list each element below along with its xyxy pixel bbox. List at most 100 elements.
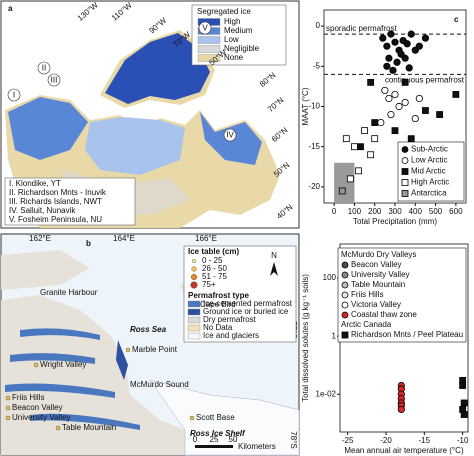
point	[411, 114, 419, 123]
point	[371, 135, 379, 143]
y-axis-label: MAAT (°C)	[301, 87, 310, 125]
reference-label: continuous permafrost	[385, 75, 465, 84]
legend-marker	[401, 190, 409, 197]
point	[415, 42, 423, 50]
legend-label: Negligible	[224, 44, 260, 53]
site-marker-label: III	[51, 76, 58, 85]
legend-label: None	[224, 53, 244, 62]
point	[351, 143, 358, 151]
point	[361, 127, 368, 135]
legend-label: Table Mountain	[351, 280, 405, 289]
reference-label: sporadic permafrost	[326, 24, 397, 33]
legend-swatch	[187, 300, 201, 308]
place-label: Ross Sea	[130, 325, 167, 334]
point	[460, 411, 468, 418]
ice-shelf	[149, 379, 300, 456]
site-marker	[198, 21, 212, 35]
x-axis-label: Total Precipitation (mm)	[353, 217, 437, 226]
legend-marker	[401, 146, 409, 153]
point	[355, 167, 362, 175]
point	[367, 78, 375, 86]
point	[459, 382, 467, 389]
ice-region	[105, 33, 210, 104]
y-tick-label: -15	[308, 142, 320, 151]
legend-label: Low Arctic	[411, 156, 447, 165]
x-tick-label: 500	[429, 207, 443, 216]
site-marker	[47, 73, 61, 87]
place-label: Marble Point	[132, 345, 178, 354]
point	[346, 175, 354, 183]
site-marker-label: II	[42, 64, 46, 73]
point	[385, 54, 393, 62]
ice-region	[85, 117, 185, 175]
legend-swatch	[197, 54, 221, 62]
y-tick-label: -10	[308, 102, 320, 111]
point	[383, 42, 391, 50]
legend-title: Ice table (cm)	[188, 247, 239, 256]
legend-dot	[191, 259, 196, 264]
legend-dot	[191, 266, 197, 272]
legend-label: 26 - 50	[202, 264, 227, 273]
point	[407, 30, 415, 38]
site-dot	[5, 415, 11, 421]
legend-marker	[401, 179, 409, 186]
legend-label: Sub-Arctic	[411, 145, 448, 154]
x-tick-label: -15	[419, 436, 431, 445]
place-label: Beacon Valley	[12, 403, 63, 412]
y-tick-label: -5	[313, 61, 321, 70]
site-label: II. Richardson Mnts - Inuvik	[9, 188, 107, 197]
site-label: IV. Salluit, Nunavik	[9, 206, 76, 215]
legend-marker	[341, 261, 349, 269]
scale-unit: Kilometers	[238, 442, 276, 451]
y-axis-label: Total dissolved solutes (g kg⁻¹ soils)	[301, 274, 310, 402]
point	[357, 143, 364, 151]
legend-label: 75+	[202, 280, 216, 289]
y-tick-label: 1	[332, 331, 337, 340]
legend-swatch	[187, 324, 201, 332]
legend-marker	[401, 168, 409, 175]
panel-label: b	[86, 239, 91, 248]
legend-swatch	[187, 332, 201, 340]
site-dot	[5, 405, 11, 411]
x-tick-label: 600	[449, 207, 463, 216]
legend-title: Segregated ice	[197, 7, 251, 16]
place-label: Ross Ice Shelf	[190, 429, 246, 438]
scale-bar	[195, 445, 233, 448]
point	[452, 91, 460, 98]
legend-label: Friis Hills	[351, 290, 383, 299]
point	[415, 94, 423, 103]
legend-marker	[341, 281, 349, 289]
y-tick-label: -20	[308, 182, 320, 191]
site-dot	[189, 415, 195, 421]
panel-label: a	[8, 4, 13, 13]
scale-label: 50	[229, 435, 238, 444]
place-label: Friis Hills	[12, 393, 44, 402]
north-arrow	[270, 262, 278, 276]
place-label: Granite Harbour	[40, 288, 98, 297]
point	[436, 111, 444, 118]
legend-label: High Arctic	[411, 178, 449, 187]
north-label: N	[271, 251, 277, 260]
legend-marker	[341, 301, 349, 309]
point	[421, 34, 430, 42]
x-axis-label: Mean annual air temperature (°C)	[344, 446, 464, 455]
point	[367, 151, 375, 159]
legend-label: Low	[224, 35, 239, 44]
legend-label: Richardson Mnts / Peel Plateau	[351, 330, 463, 339]
panel-label: c	[454, 15, 459, 24]
point	[391, 127, 399, 135]
site-marker	[37, 61, 51, 75]
point	[342, 135, 350, 143]
site-dot	[55, 425, 61, 431]
point	[383, 62, 391, 70]
legend-label: 51 - 75	[202, 272, 227, 281]
x-tick-label: 300	[388, 207, 402, 216]
legend-label: Victoria Valley	[351, 300, 401, 309]
site-label: V. Fosheim Peninsula, NU	[9, 215, 102, 224]
point	[371, 119, 379, 126]
legend-label: Coastal thaw zone	[351, 310, 417, 319]
legend-label: Ice-cemented permafrost	[203, 299, 293, 308]
point	[401, 54, 409, 62]
legend-dot	[190, 274, 197, 281]
